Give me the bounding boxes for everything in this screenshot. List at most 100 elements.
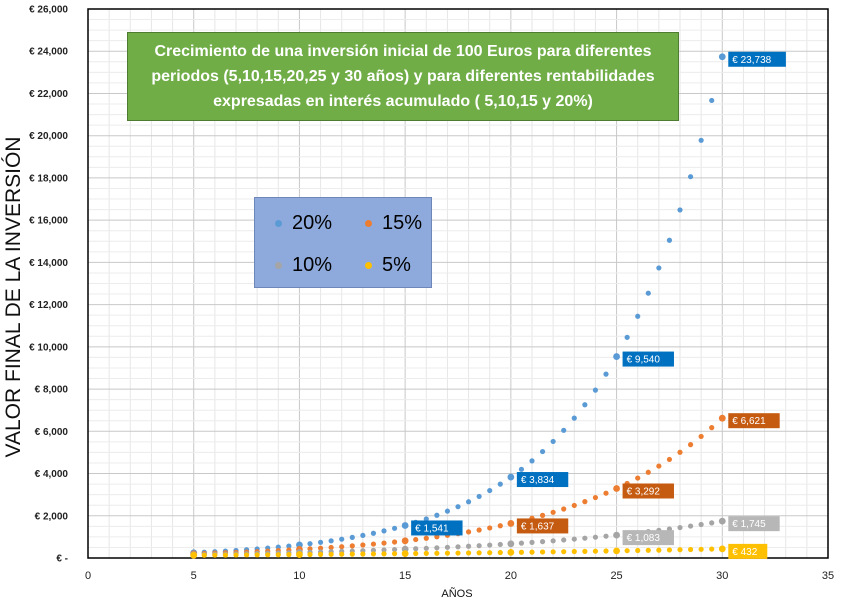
- data-label-box: [728, 413, 780, 429]
- series-point: [603, 548, 609, 554]
- y-tick-label: € 4,000: [35, 469, 69, 480]
- y-axis-ticks: € - € 2,000 € 4,000 € 6,000 € 8,000 € 10,000 €…: [29, 5, 68, 565]
- series-point: [698, 546, 704, 552]
- series-point: [550, 538, 556, 544]
- series-point: [360, 551, 366, 557]
- series-point: [507, 520, 515, 527]
- data-labels: € 1,541 € 3,834 € 9,540 € 23,738 € 1,637 € 3,…: [411, 51, 786, 559]
- series-point: [582, 402, 588, 408]
- y-tick-label: € 18,000: [29, 173, 68, 184]
- y-tick-label: € 22,000: [29, 89, 68, 100]
- series-point: [434, 545, 440, 551]
- series-point: [328, 551, 334, 557]
- series-point: [571, 548, 577, 555]
- series-point: [401, 537, 409, 545]
- series-point: [624, 548, 630, 554]
- data-label-text: € 1,083: [627, 533, 661, 544]
- series-point: [444, 508, 451, 514]
- x-tick-label: 5: [191, 570, 197, 582]
- series-point: [381, 540, 387, 546]
- series-point: [434, 550, 440, 556]
- y-tick-label: € 26,000: [29, 5, 68, 16]
- series-point: [487, 525, 493, 531]
- data-label-box: [622, 530, 674, 546]
- legend-marker-5: [365, 262, 372, 269]
- data-label-text: € 3,834: [521, 475, 555, 486]
- x-axis-title: AÑOS: [441, 587, 472, 600]
- series-point: [635, 475, 641, 481]
- series-point: [550, 549, 556, 555]
- series-point: [656, 463, 662, 469]
- series-point: [465, 529, 472, 535]
- series-point: [718, 53, 726, 61]
- series-point: [613, 547, 620, 555]
- series-point: [423, 545, 429, 551]
- series-point: [265, 552, 271, 558]
- y-tick-label: € 12,000: [29, 300, 68, 311]
- series-point: [201, 552, 207, 558]
- series-point: [582, 535, 588, 541]
- series-point: [518, 466, 525, 472]
- series-point: [687, 523, 694, 529]
- series-points: [190, 53, 726, 559]
- series-point: [444, 550, 451, 556]
- series-point: [635, 547, 641, 554]
- series-point: [434, 512, 440, 518]
- series-point: [645, 469, 651, 475]
- data-label-box: [622, 351, 674, 367]
- series-point: [529, 539, 535, 545]
- legend-item-15: 15%: [365, 212, 422, 235]
- y-tick-label: € 20,000: [29, 131, 68, 142]
- series-point: [190, 551, 198, 559]
- series-point: [349, 543, 355, 549]
- series-point: [687, 174, 694, 180]
- legend-label-10: 10%: [292, 254, 333, 276]
- series-point: [275, 552, 281, 558]
- data-label-box: [411, 520, 463, 536]
- legend-marker-20: [275, 220, 282, 227]
- x-tick-label: 20: [505, 570, 517, 582]
- legend-marker-10: [275, 262, 282, 269]
- series-point: [582, 499, 588, 505]
- series-point: [476, 543, 482, 549]
- data-label-text: € 1,637: [521, 521, 555, 532]
- series-point: [613, 531, 620, 539]
- series-point: [497, 481, 503, 487]
- series-point: [677, 207, 683, 213]
- y-tick-label: € 14,000: [29, 258, 68, 269]
- series-point: [370, 541, 377, 547]
- series-point: [666, 547, 673, 553]
- series-point: [455, 550, 461, 556]
- series-point: [434, 534, 440, 540]
- legend-item-5: 5%: [365, 254, 411, 277]
- series-point: [687, 442, 694, 448]
- y-tick-label: € 2,000: [35, 511, 69, 522]
- series-point: [413, 546, 419, 552]
- series-point: [349, 534, 355, 540]
- series-point: [360, 542, 366, 548]
- data-label-text: € 9,540: [627, 355, 661, 366]
- series-point: [465, 499, 472, 505]
- series-point: [497, 549, 503, 556]
- series-point: [423, 535, 429, 541]
- series-point: [497, 523, 503, 529]
- series-point: [571, 415, 577, 421]
- y-tick-label: € -: [56, 554, 68, 565]
- series-point: [507, 548, 515, 556]
- series-point: [497, 541, 503, 548]
- x-tick-label: 10: [293, 570, 305, 582]
- x-tick-label: 15: [399, 570, 411, 582]
- plot-area-border: [87, 8, 829, 559]
- x-tick-label: 30: [716, 570, 728, 582]
- series-point: [613, 353, 620, 360]
- x-tick-label: 35: [822, 570, 834, 582]
- series-point: [391, 551, 398, 557]
- series-point: [381, 528, 387, 534]
- series-point: [444, 544, 451, 550]
- series-point: [624, 334, 630, 340]
- series-point: [550, 438, 556, 445]
- series-point: [317, 539, 324, 545]
- series-point: [592, 494, 599, 501]
- series-point: [423, 516, 429, 522]
- series-point: [222, 552, 229, 558]
